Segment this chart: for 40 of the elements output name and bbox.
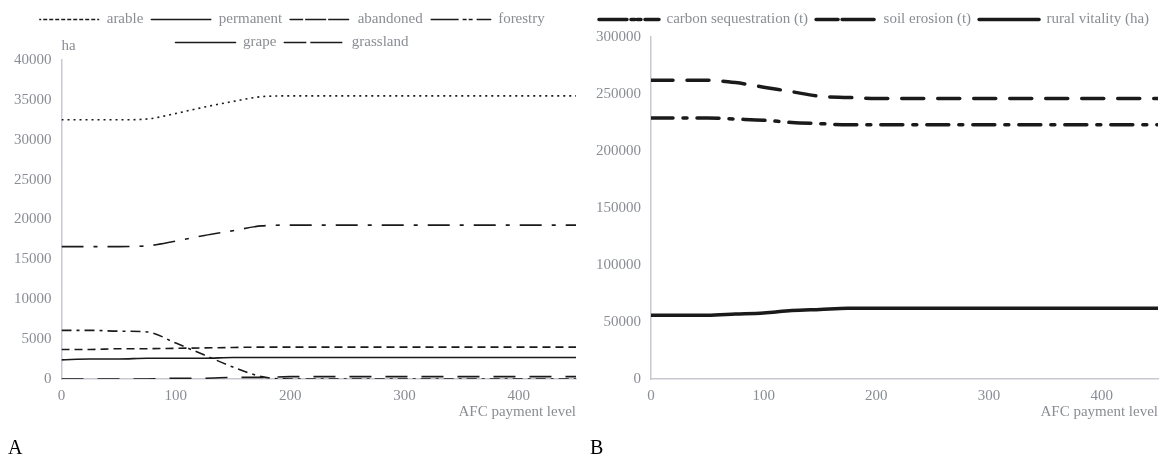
- x-tick-label: 200: [278, 386, 302, 403]
- x-tick-label: 0: [57, 386, 66, 403]
- legend-label: carbon sequestration (t): [666, 10, 809, 28]
- x-tick-label: 400: [1090, 386, 1113, 403]
- x-tick-label: 200: [865, 386, 888, 403]
- y-tick-label: 300000: [596, 27, 641, 44]
- legend-label: grape: [243, 33, 277, 50]
- legend-label: forestry: [498, 10, 546, 27]
- y-tick-label: 15000: [14, 250, 52, 267]
- y-tick-label: 35000: [14, 90, 52, 107]
- y-tick-label: 50000: [603, 312, 641, 329]
- x-tick-label: 300: [977, 386, 1001, 403]
- y-tick-label: 100000: [596, 255, 641, 272]
- x-tick-label: 100: [752, 386, 775, 403]
- y-tick-label: 200000: [596, 141, 641, 158]
- legend-label: grassland: [351, 33, 409, 50]
- y-tick-label: 10000: [14, 290, 52, 307]
- y-tick-label: 250000: [596, 84, 641, 101]
- legend-label: abandoned: [357, 10, 424, 27]
- y-axis-title: ha: [61, 37, 76, 54]
- y-tick-label: 0: [633, 369, 641, 386]
- legend-label: soil erosion (t): [883, 10, 972, 28]
- y-tick-label: 30000: [14, 130, 52, 147]
- y-tick-label: 20000: [14, 210, 52, 227]
- y-tick-label: 25000: [14, 170, 52, 187]
- y-tick-label: 5000: [21, 330, 52, 347]
- y-tick-label: 40000: [14, 50, 52, 67]
- x-tick-label: 400: [507, 386, 531, 403]
- legend-label: permanent: [218, 10, 283, 27]
- x-tick-label: 0: [647, 386, 655, 403]
- y-tick-label: 0: [44, 369, 52, 386]
- x-tick-label: 100: [164, 386, 188, 403]
- x-axis-title: AFC payment level: [1040, 403, 1158, 420]
- text: B: [590, 436, 604, 459]
- text: A: [8, 436, 23, 459]
- x-axis-title: AFC payment level: [458, 403, 576, 420]
- legend-label: rural vitality (ha): [1046, 10, 1150, 28]
- x-tick-label: 300: [393, 386, 416, 403]
- legend-label: arable: [106, 10, 144, 27]
- y-tick-label: 150000: [596, 198, 641, 215]
